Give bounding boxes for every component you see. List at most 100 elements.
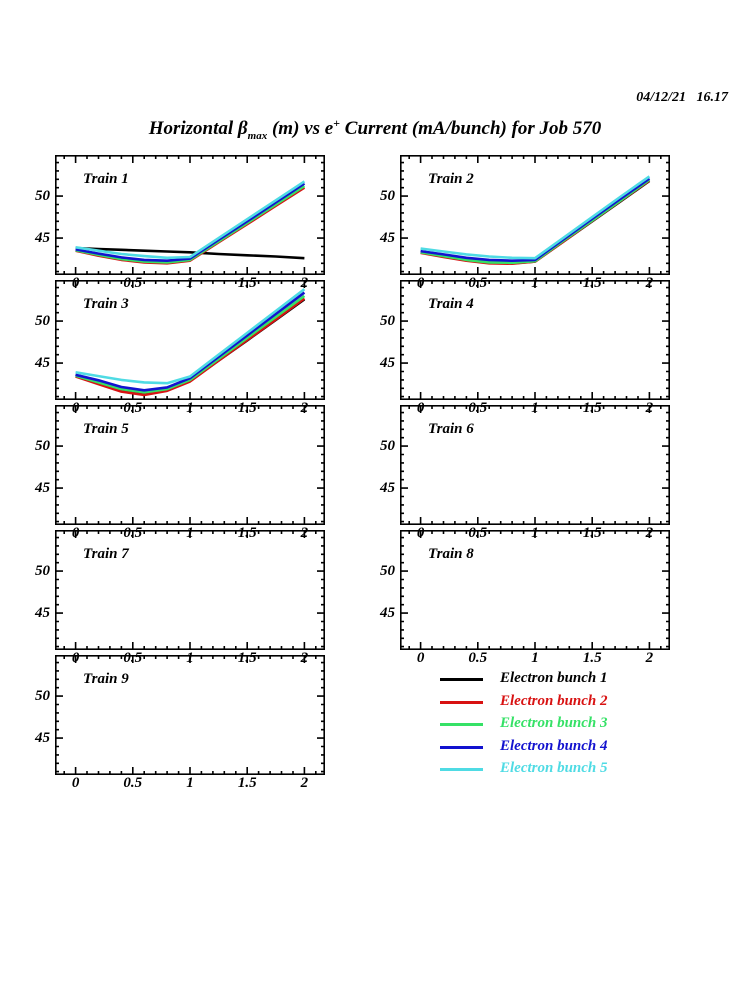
y-tick-label: 45: [380, 480, 395, 497]
x-tick-label: 1: [186, 775, 194, 791]
curve-blue: [75, 182, 306, 262]
curve-blue: [420, 177, 651, 262]
y-tick-label: 50: [380, 313, 395, 330]
title-plus-superscript: +: [333, 116, 341, 130]
panel-train-6: Train 6 50 45 0 0.5 1 1.5 2: [380, 405, 670, 541]
curve-green: [75, 294, 306, 394]
panel-train-5: Train 5 50 45 0 0.5 1 1.5 2: [35, 405, 325, 541]
curve-cyan: [420, 175, 651, 260]
legend-label: Electron bunch 5: [500, 760, 608, 776]
panel-title: Train 6: [428, 421, 474, 437]
axis-ticks: [55, 155, 325, 275]
x-tick-label: 0: [71, 775, 80, 791]
plot-frame: [55, 280, 325, 401]
y-tick-label: 50: [35, 313, 50, 330]
x-tick-label: 0: [416, 650, 425, 666]
plot-area: [400, 405, 670, 526]
panel-train-7: Train 7 50 45 0 0.5 1 1.5 2: [35, 530, 325, 666]
plot-area: [55, 155, 325, 276]
y-tick-label: 45: [35, 605, 50, 622]
legend-entry-3: Electron bunch 3: [400, 715, 670, 733]
curve-cyan: [75, 180, 306, 260]
plot-area: [400, 155, 670, 276]
plot-area: [55, 655, 325, 776]
legend-entry-4: Electron bunch 4: [400, 738, 670, 756]
y-tick-label: 50: [35, 563, 50, 580]
curve-red: [420, 179, 651, 265]
y-tick-label: 45: [35, 730, 50, 747]
panel-title: Train 5: [83, 421, 129, 437]
y-tick-label: 50: [380, 188, 395, 205]
y-tick-label: 50: [380, 438, 395, 455]
y-tick-label: 50: [35, 438, 50, 455]
curve-black: [75, 246, 305, 260]
x-tick-label: 1.5: [582, 650, 602, 666]
plot-area: [55, 280, 325, 401]
y-tick-label: 45: [35, 230, 50, 247]
curve-green: [420, 178, 651, 265]
plot-frame: [400, 280, 670, 401]
panel-train-8: Train 8 50 45 0 0.5 1 1.5 2: [380, 530, 670, 666]
plot-area: [55, 405, 325, 526]
panel-train-3: Train 3 50 45 0 0.5 1 1.5 2: [35, 280, 325, 416]
curve-blue: [75, 291, 306, 392]
legend-line-green: [440, 723, 483, 726]
panel-title: Train 8: [428, 546, 474, 562]
legend-line-black: [440, 678, 483, 681]
plot-frame: [55, 405, 325, 526]
x-tick-label: 1: [531, 650, 539, 666]
plot-frame: [400, 155, 670, 276]
curve-red: [75, 297, 306, 397]
legend-label: Electron bunch 1: [500, 670, 608, 686]
legend-line-blue: [440, 745, 483, 749]
curve-cyan: [75, 288, 306, 385]
x-tick-label: 0.5: [123, 775, 143, 791]
title-part1: Horizontal: [148, 118, 238, 139]
curve-black: [420, 179, 651, 265]
panel-title: Train 4: [428, 296, 474, 312]
title-part2: (m) vs e: [267, 118, 334, 139]
y-tick-label: 45: [380, 230, 395, 247]
x-tick-label: 2: [645, 650, 654, 666]
panel-train-2: Train 2 50 45 0 0.5 1 1.5 2: [380, 155, 670, 291]
panel-title: Train 7: [83, 546, 129, 562]
legend-entry-1: Electron bunch 1: [400, 670, 670, 688]
axis-ticks: [400, 155, 670, 275]
axis-ticks: [55, 405, 325, 525]
plot-frame: [400, 405, 670, 526]
y-tick-label: 50: [35, 688, 50, 705]
y-tick-label: 50: [380, 563, 395, 580]
panel-title: Train 1: [83, 171, 129, 187]
title-beta: β: [237, 118, 248, 139]
datestamp: 04/12/21 16.17: [636, 90, 728, 105]
legend-line-red: [440, 700, 483, 704]
page-title: Horizontal βmax (m) vs e+ Current (mA/bu…: [0, 116, 750, 142]
y-tick-label: 45: [380, 355, 395, 372]
axis-ticks: [400, 280, 670, 400]
y-tick-label: 45: [380, 605, 395, 622]
curve-green: [75, 184, 306, 264]
x-tick-label: 1.5: [237, 775, 257, 791]
panel-title: Train 3: [83, 296, 129, 312]
x-tick-label: 2: [300, 775, 309, 791]
panel-train-9: Train 9 50 45 0 0.5 1 1.5 2: [35, 655, 325, 791]
plot-frame: [55, 655, 325, 776]
title-beta-subscript: max: [247, 130, 268, 142]
axis-ticks: [55, 280, 325, 400]
plot-area: [400, 280, 670, 401]
y-tick-label: 50: [35, 188, 50, 205]
plot-area: [55, 530, 325, 651]
axis-ticks: [55, 655, 325, 775]
plot-area: [400, 530, 670, 651]
legend: Electron bunch 1 Electron bunch 2 Electron…: [400, 670, 670, 800]
legend-entry-5: Electron bunch 5: [400, 760, 670, 778]
plot-frame: [55, 530, 325, 651]
title-part3: Current (mA/bunch) for Job 570: [340, 118, 602, 139]
axis-ticks: [400, 530, 670, 650]
legend-entry-2: Electron bunch 2: [400, 693, 670, 711]
legend-line-cyan: [440, 768, 483, 771]
legend-label: Electron bunch 4: [500, 737, 608, 754]
panel-train-4: Train 4 50 45 0 0.5 1 1.5 2: [380, 280, 670, 416]
axis-ticks: [55, 530, 325, 650]
